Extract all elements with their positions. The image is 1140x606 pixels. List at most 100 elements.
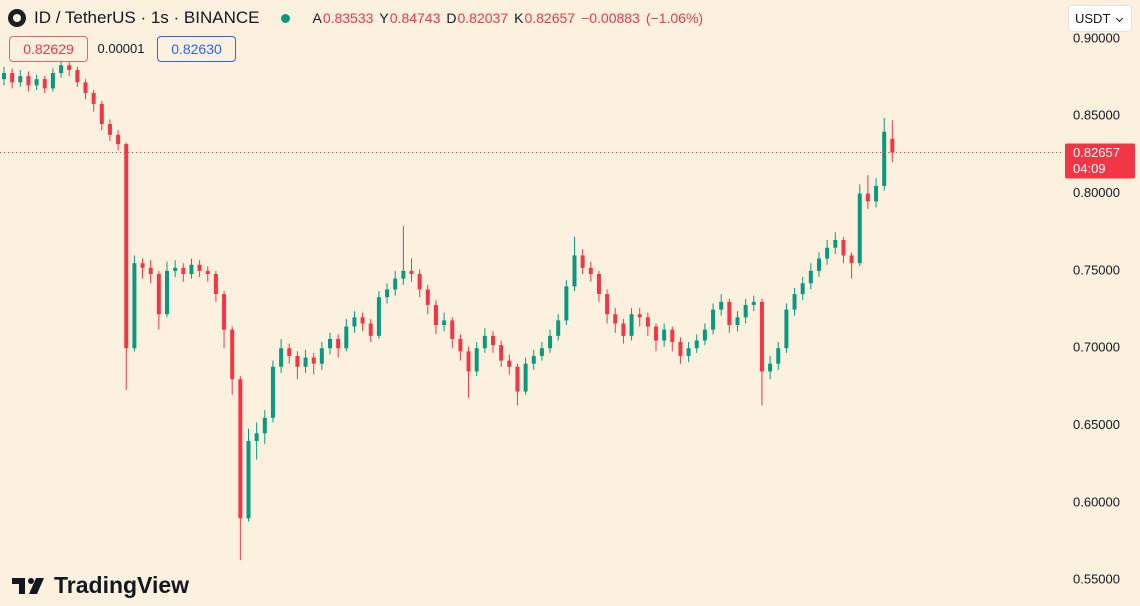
spread-box: 0.00001 [90,36,152,60]
change-percent: (−1.06%) [645,10,704,26]
candle-body [466,351,471,372]
candle-body [67,65,72,70]
candle-body [352,317,357,327]
candle-body [303,357,308,367]
candle-body [262,417,267,434]
candle-body [26,76,31,86]
y-tick-label: 0.80000 [1073,185,1120,200]
currency: USDT [1075,11,1111,26]
candle-body [556,320,561,336]
candle-body [792,294,797,310]
candle-body [385,289,390,298]
brand: TradingView [12,572,189,599]
candle-body [548,335,553,349]
legend-label: Y [379,10,389,26]
candle-body [694,340,699,349]
candle-body [213,274,218,295]
candle-body [531,355,536,364]
candle-body [711,309,716,330]
candle-body [417,274,422,290]
candle-body [18,76,23,83]
candle-body [83,82,88,94]
candle-body [686,348,691,356]
currency-dropdown[interactable]: USDT [1068,5,1132,32]
candle-body [279,348,284,367]
symbol-logo [8,9,26,27]
candle-body [433,304,438,326]
candle-body [409,270,414,275]
candle-body [222,294,227,330]
candle-body [776,348,781,364]
candle-body [841,239,846,256]
candle-body [50,72,55,89]
candle-body [197,264,202,271]
y-tick-label: 0.90000 [1073,30,1120,45]
candle-body [735,317,740,326]
candle-body [189,264,194,275]
candle-body [59,65,64,73]
candle-body [173,267,178,271]
candle-body [140,263,145,268]
candle-body [817,258,821,271]
candle-body [2,72,6,80]
last-price-label: 0.82657 [1073,145,1120,160]
candle-body [336,338,341,349]
candle-body [91,93,96,104]
candle-body [596,274,601,295]
change: −0.00883 [581,10,640,26]
candle-body [295,355,300,367]
candle-body [254,433,259,442]
bid-box[interactable]: 0.82629 [9,36,88,62]
candle-body [116,134,121,145]
candle-body [507,360,512,367]
candle-body [662,329,667,341]
candle-body [360,317,365,324]
candle-body [865,193,870,202]
candle-body [107,124,112,135]
candle-body [874,185,879,202]
candle-body [230,329,235,380]
candle-body [165,270,169,315]
ohlc-legend: A 0.83533 Y 0.84743 D 0.82037 K 0.82657 −0.00883… [312,10,709,26]
ask-price: 0.82630 [171,41,222,57]
ask-box[interactable]: 0.82630 [157,36,236,62]
candle-body [678,342,683,356]
candle-body [376,297,381,336]
candle-body [499,345,504,361]
candle-body [719,301,724,310]
candle-body [10,72,15,83]
legend-value: 0.82657 [524,10,576,26]
legend-value: 0.82037 [457,10,509,26]
candle-body [629,314,634,336]
y-tick-label: 0.65000 [1073,417,1120,432]
candle-body [42,79,47,89]
candle-body [654,326,658,341]
countdown: 04:09 [1073,161,1106,176]
candle-body [34,79,39,86]
brand-name: TradingView [54,572,190,598]
legend-label: K [514,10,524,26]
candle-body [287,348,292,356]
candle-body [588,267,593,275]
candle-body [156,274,161,315]
candle-body [825,247,830,259]
y-tick-label: 0.55000 [1073,572,1120,587]
candle-body [148,267,153,275]
candle-body [743,304,748,318]
candle-body [605,294,610,315]
candle-body [246,441,251,519]
candle-body [857,193,862,264]
candle-body [491,335,495,346]
candle-body [751,301,756,305]
last-price-box [1065,143,1135,179]
spread: 0.00001 [97,40,145,56]
candle-body [75,69,80,83]
bid-price: 0.82629 [23,41,74,57]
candle-body [442,320,447,326]
candle-body [564,286,569,321]
candle-body [474,348,479,372]
candle-body [621,323,626,336]
chart-title: ID / TetherUS · 1s · BINANCE [34,8,260,27]
candle-body [833,239,838,248]
